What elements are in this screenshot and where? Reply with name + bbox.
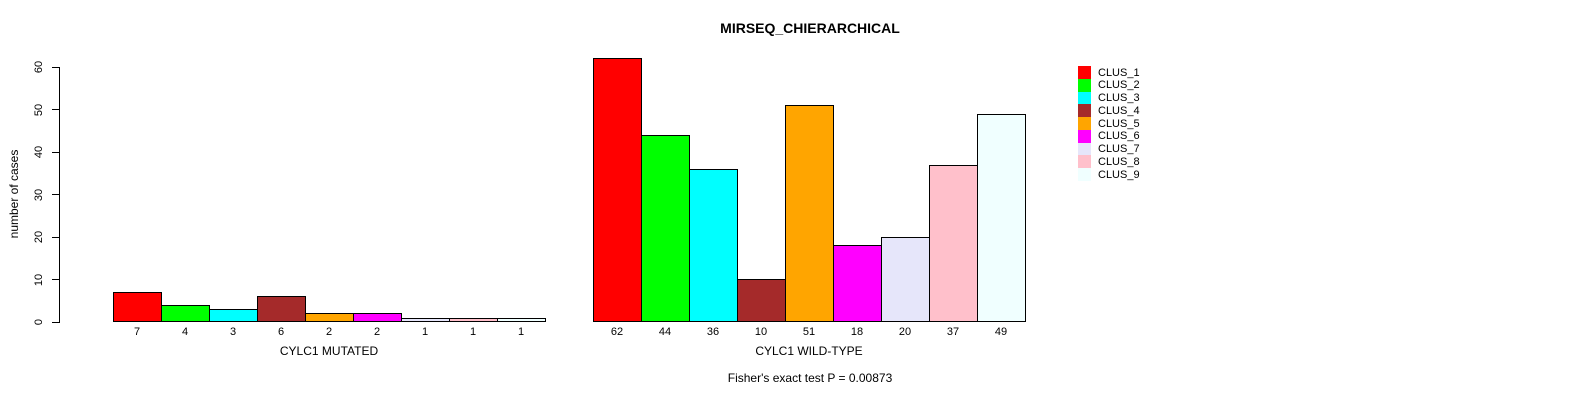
bar-clus_2-mutated bbox=[161, 305, 210, 322]
y-tick-label: 30 bbox=[33, 188, 45, 201]
legend-swatch bbox=[1078, 78, 1091, 92]
y-tick-mark bbox=[52, 109, 59, 110]
bar-value-label: 49 bbox=[994, 326, 1008, 338]
legend-item-clus_1: CLUS_1 bbox=[1078, 66, 1140, 79]
fisher-test-annotation: Fisher's exact test P = 0.00873 bbox=[727, 371, 893, 385]
bar-clus_9-wild-type bbox=[977, 114, 1026, 322]
bar-value-label: 6 bbox=[277, 326, 285, 338]
bar-clus_4-mutated bbox=[257, 296, 306, 322]
bar-clus_1-mutated bbox=[113, 292, 162, 322]
legend-item-clus_2: CLUS_2 bbox=[1078, 78, 1140, 92]
bar-clus_1-wild-type bbox=[593, 58, 642, 322]
y-tick-mark bbox=[52, 151, 59, 153]
legend-item-clus_9: CLUS_9 bbox=[1078, 168, 1140, 182]
bar-clus_5-mutated bbox=[305, 313, 354, 322]
y-tick-mark bbox=[52, 66, 59, 68]
y-tick-mark bbox=[52, 194, 59, 195]
legend-label: CLUS_2 bbox=[1098, 79, 1140, 92]
bar-value-label: 44 bbox=[658, 326, 672, 338]
group-label-wild-type: CYLC1 WILD-TYPE bbox=[755, 344, 863, 358]
y-tick-label: 50 bbox=[33, 103, 45, 116]
bar-clus_7-mutated bbox=[401, 318, 450, 322]
bar-value-label: 1 bbox=[469, 326, 477, 338]
legend-label: CLUS_7 bbox=[1098, 143, 1140, 156]
bar-value-label: 37 bbox=[946, 326, 960, 338]
bar-clus_5-wild-type bbox=[785, 105, 834, 322]
legend-label: CLUS_4 bbox=[1098, 104, 1140, 117]
y-tick-mark bbox=[52, 321, 59, 323]
legend-item-clus_8: CLUS_8 bbox=[1078, 155, 1140, 169]
bar-value-label: 2 bbox=[373, 326, 381, 338]
legend-label: CLUS_3 bbox=[1098, 92, 1140, 105]
chart-title: MIRSEQ_CHIERARCHICAL bbox=[720, 20, 900, 36]
bar-clus_6-mutated bbox=[353, 313, 402, 322]
bar-clus_2-wild-type bbox=[641, 135, 690, 322]
legend-label: CLUS_9 bbox=[1098, 168, 1140, 181]
y-axis-line bbox=[59, 67, 60, 323]
bar-value-label: 1 bbox=[421, 326, 429, 338]
y-tick-label: 60 bbox=[33, 60, 45, 74]
bar-value-label: 62 bbox=[610, 326, 624, 338]
y-tick-label: 0 bbox=[33, 318, 45, 326]
y-axis-label: number of cases bbox=[7, 149, 21, 239]
bar-value-label: 36 bbox=[706, 326, 720, 338]
bar-clus_7-wild-type bbox=[881, 237, 930, 322]
legend-swatch bbox=[1078, 117, 1091, 131]
legend-item-clus_5: CLUS_5 bbox=[1078, 117, 1140, 131]
y-tick-mark bbox=[52, 279, 59, 280]
legend-label: CLUS_1 bbox=[1098, 66, 1140, 79]
bar-clus_8-mutated bbox=[449, 318, 498, 322]
group-label-mutated: CYLC1 MUTATED bbox=[279, 344, 379, 358]
legend-item-clus_3: CLUS_3 bbox=[1078, 91, 1140, 105]
bar-value-label: 1 bbox=[517, 326, 525, 338]
bar-clus_3-wild-type bbox=[689, 169, 738, 322]
bar-value-label: 18 bbox=[850, 326, 864, 338]
y-tick-label: 20 bbox=[33, 230, 45, 244]
bar-value-label: 3 bbox=[229, 326, 237, 338]
legend-swatch bbox=[1078, 104, 1091, 118]
legend-label: CLUS_5 bbox=[1098, 117, 1140, 130]
legend-label: CLUS_6 bbox=[1098, 130, 1140, 143]
legend-swatch bbox=[1078, 66, 1091, 79]
legend-swatch bbox=[1078, 168, 1091, 182]
legend-item-clus_7: CLUS_7 bbox=[1078, 142, 1140, 156]
bar-value-label: 7 bbox=[133, 326, 141, 338]
bar-value-label: 2 bbox=[325, 326, 333, 338]
legend-item-clus_6: CLUS_6 bbox=[1078, 129, 1140, 143]
legend-swatch bbox=[1078, 129, 1091, 143]
legend-item-clus_4: CLUS_4 bbox=[1078, 104, 1140, 118]
y-tick-label: 10 bbox=[33, 273, 45, 286]
bar-clus_9-mutated bbox=[497, 318, 546, 322]
legend-swatch bbox=[1078, 142, 1091, 156]
bar-value-label: 10 bbox=[754, 326, 768, 338]
bar-value-label: 4 bbox=[181, 326, 189, 338]
bar-clus_8-wild-type bbox=[929, 165, 978, 322]
bar-clus_4-wild-type bbox=[737, 279, 786, 322]
legend-swatch bbox=[1078, 155, 1091, 169]
bar-value-label: 20 bbox=[898, 326, 912, 338]
bar-clus_6-wild-type bbox=[833, 245, 882, 322]
bar-clus_3-mutated bbox=[209, 309, 258, 322]
y-tick-label: 40 bbox=[33, 145, 45, 159]
y-tick-mark bbox=[52, 236, 59, 238]
legend-swatch bbox=[1078, 91, 1091, 105]
legend-label: CLUS_8 bbox=[1098, 155, 1140, 168]
bar-value-label: 51 bbox=[802, 326, 816, 338]
